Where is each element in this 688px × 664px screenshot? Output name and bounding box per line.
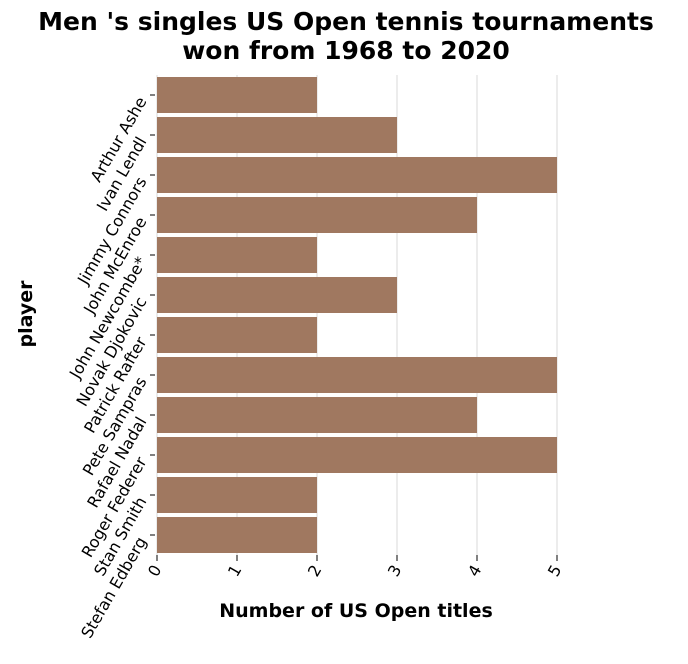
- x-tick-label: 5: [544, 562, 566, 580]
- chart-title-line-2: won from 1968 to 2020: [182, 36, 510, 65]
- bar: [157, 157, 557, 193]
- bar: [157, 237, 317, 273]
- x-tick-label: 0: [144, 562, 166, 580]
- bar: [157, 277, 397, 313]
- bars: [157, 77, 557, 553]
- x-tick-label: 3: [384, 562, 406, 580]
- bar: [157, 357, 557, 393]
- bar: [157, 517, 317, 553]
- x-tick-label: 2: [304, 562, 326, 580]
- y-axis-label: player: [15, 280, 37, 348]
- bar: [157, 397, 477, 433]
- bar: [157, 117, 397, 153]
- chart-title-line-1: Men 's singles US Open tennis tournament…: [38, 7, 654, 36]
- bar: [157, 197, 477, 233]
- bar: [157, 437, 557, 473]
- grid-lines: [156, 75, 558, 555]
- x-tick-label: 4: [464, 562, 486, 580]
- x-axis-label: Number of US Open titles: [219, 600, 493, 622]
- x-tick-label: 1: [224, 562, 246, 580]
- x-axis: 0 1 2 3 4 5: [144, 555, 566, 580]
- bar: [157, 477, 317, 513]
- bar: [157, 77, 317, 113]
- bar: [157, 317, 317, 353]
